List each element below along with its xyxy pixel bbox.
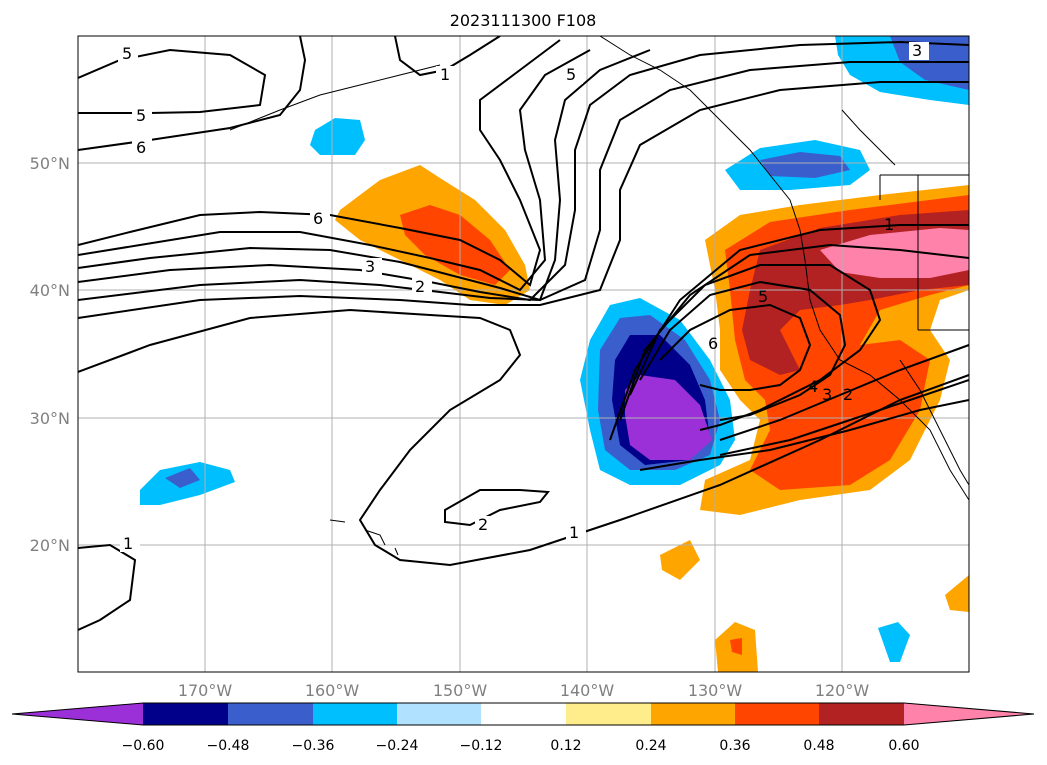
lat-label: 40°N <box>30 281 70 300</box>
contour-label: 2 <box>415 277 425 296</box>
colorbar-segment <box>481 703 566 725</box>
contour-lines <box>78 36 969 631</box>
colorbar-segment <box>228 703 313 725</box>
colorbar-tick-label: −0.36 <box>292 738 335 754</box>
map-panel: 5 5 6 1 5 3 6 3 2 1 5 6 4 3 2 2 1 <box>78 36 969 672</box>
anomaly-fills <box>140 36 969 672</box>
colorbar-tick-label: 0.24 <box>635 738 666 754</box>
contour-label: 6 <box>708 334 718 353</box>
colorbar-tick-label: −0.12 <box>460 738 503 754</box>
graticule <box>78 36 969 672</box>
contour-label: 5 <box>758 287 768 306</box>
orange-blob-south <box>660 540 700 580</box>
colorbar-segment <box>651 703 735 725</box>
contour-label: 4 <box>808 377 818 396</box>
red-blob-bottom <box>730 638 742 655</box>
colorbar-segment <box>313 703 397 725</box>
contour-label: 2 <box>843 385 853 404</box>
contour-label: 3 <box>912 41 922 60</box>
longitude-labels: 170°W 160°W 150°W 140°W 130°W 120°W <box>178 681 870 700</box>
lon-label: 150°W <box>433 681 488 700</box>
contour-label: 5 <box>566 65 576 84</box>
lon-label: 120°W <box>815 681 870 700</box>
map-title: 2023111300 F108 <box>450 11 597 30</box>
contour-label: 2 <box>478 515 488 534</box>
lat-label: 20°N <box>30 536 70 555</box>
colorbar-extend-right <box>904 703 1034 725</box>
dark-blue-patch-west <box>165 468 200 488</box>
lat-label: 50°N <box>30 154 70 173</box>
pink-ridge-core <box>820 228 969 278</box>
colorbar-tick-label: −0.48 <box>207 738 250 754</box>
lon-label: 140°W <box>560 681 615 700</box>
colorbar-segment <box>735 703 819 725</box>
contour-label: 1 <box>440 65 450 84</box>
colorbar-tick-label: 0.60 <box>888 738 919 754</box>
colorbar-segment <box>819 703 904 725</box>
colorbar-ticks: −0.60 −0.48 −0.36 −0.24 −0.12 0.12 0.24 … <box>122 738 920 754</box>
blue-patch-gulf <box>310 118 365 155</box>
map-frame <box>77 35 970 673</box>
colorbar-segment <box>143 703 228 725</box>
contour-label: 5 <box>122 44 132 63</box>
colorbar-tick-label: 0.48 <box>803 738 834 754</box>
blue-blob-bottom <box>878 622 910 662</box>
contour-label-set: 5 5 6 1 5 3 6 3 2 1 5 6 4 3 2 2 1 <box>118 41 929 553</box>
contour-label: 3 <box>822 385 832 404</box>
lon-label: 130°W <box>688 681 743 700</box>
colorbar-tick-label: 0.12 <box>550 738 581 754</box>
lat-label: 30°N <box>30 409 70 428</box>
colorbar-tick-label: −0.24 <box>376 738 419 754</box>
contour-label: 6 <box>136 138 146 157</box>
contour-label: 1 <box>569 523 579 542</box>
colorbar-tick-label: −0.60 <box>122 738 165 754</box>
colorbar-outline <box>11 702 1035 726</box>
dark-blue-patch-bc <box>760 152 850 178</box>
colorbar-extend-left <box>12 703 143 725</box>
colorbar-segment <box>397 703 481 725</box>
colorbar-tick-label: 0.36 <box>719 738 750 754</box>
lon-label: 160°W <box>305 681 360 700</box>
contour-label: 1 <box>884 215 894 234</box>
contour-label: 5 <box>136 106 146 125</box>
orange-blob-edge <box>945 575 969 612</box>
colorbar: −0.60 −0.48 −0.36 −0.24 −0.12 0.12 0.24 … <box>11 702 1035 754</box>
contour-label: 3 <box>365 257 375 276</box>
contour-label: 6 <box>313 209 323 228</box>
contour-label: 1 <box>123 534 133 553</box>
colorbar-segment <box>566 703 651 725</box>
latitude-labels: 50°N 40°N 30°N 20°N <box>30 154 70 555</box>
lon-label: 170°W <box>178 681 233 700</box>
red-orange-core-midpacific <box>400 205 510 285</box>
